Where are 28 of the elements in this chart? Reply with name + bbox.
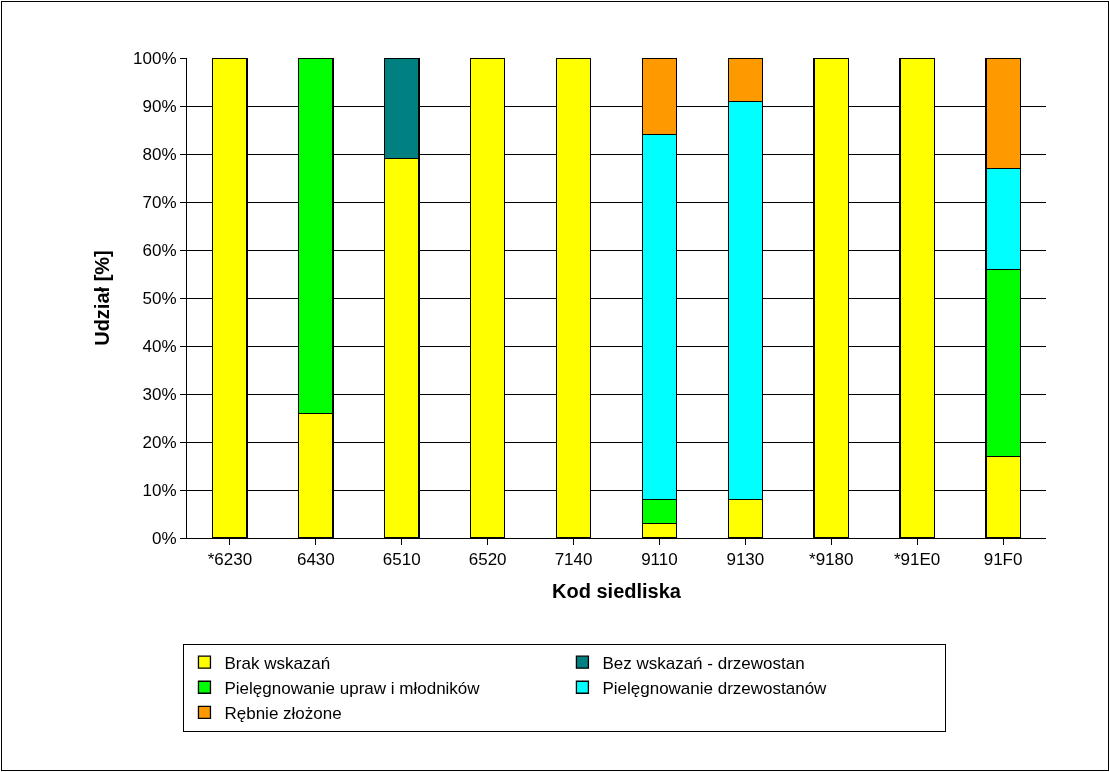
x-tick-label: *91E0 xyxy=(893,550,941,570)
y-tick-label: 80% xyxy=(142,144,177,164)
y-tick-label: 70% xyxy=(142,192,177,212)
y-tick-label: 10% xyxy=(142,480,177,500)
y-tick-label: 50% xyxy=(142,288,177,308)
x-tick-label: 9110 xyxy=(641,550,678,570)
y-tick-label: 90% xyxy=(142,96,177,116)
x-tick-label: 6510 xyxy=(382,550,421,570)
legend-label: Pielęgnowanie drzewostanów xyxy=(602,678,828,698)
legend-label: Brak wskazań xyxy=(224,653,331,673)
x-axis-title: Kod siedliska xyxy=(552,579,682,602)
y-tick-label: 100% xyxy=(133,48,177,68)
y-tick-label: 20% xyxy=(142,432,177,452)
x-tick-label: 9130 xyxy=(726,550,765,570)
y-axis-title: Udział [%] xyxy=(90,250,113,346)
x-tick-label: 91F0 xyxy=(983,550,1023,570)
x-tick-label: *6230 xyxy=(207,550,253,570)
y-tick-label: 30% xyxy=(142,384,177,404)
y-tick-label: 0% xyxy=(152,528,177,548)
x-tick-label: 7140 xyxy=(554,550,593,570)
legend-label: Pielęgnowanie upraw i młodników xyxy=(224,678,481,698)
x-tick-label: *9180 xyxy=(809,550,854,570)
y-tick-label: 60% xyxy=(142,240,177,260)
x-tick-label: 6520 xyxy=(468,550,507,570)
legend-label: Rębnie złożone xyxy=(224,703,342,723)
y-tick-label: 40% xyxy=(142,336,177,356)
x-tick-label: 6430 xyxy=(296,550,335,570)
legend-label: Bez wskazań - drzewostan xyxy=(602,653,805,673)
